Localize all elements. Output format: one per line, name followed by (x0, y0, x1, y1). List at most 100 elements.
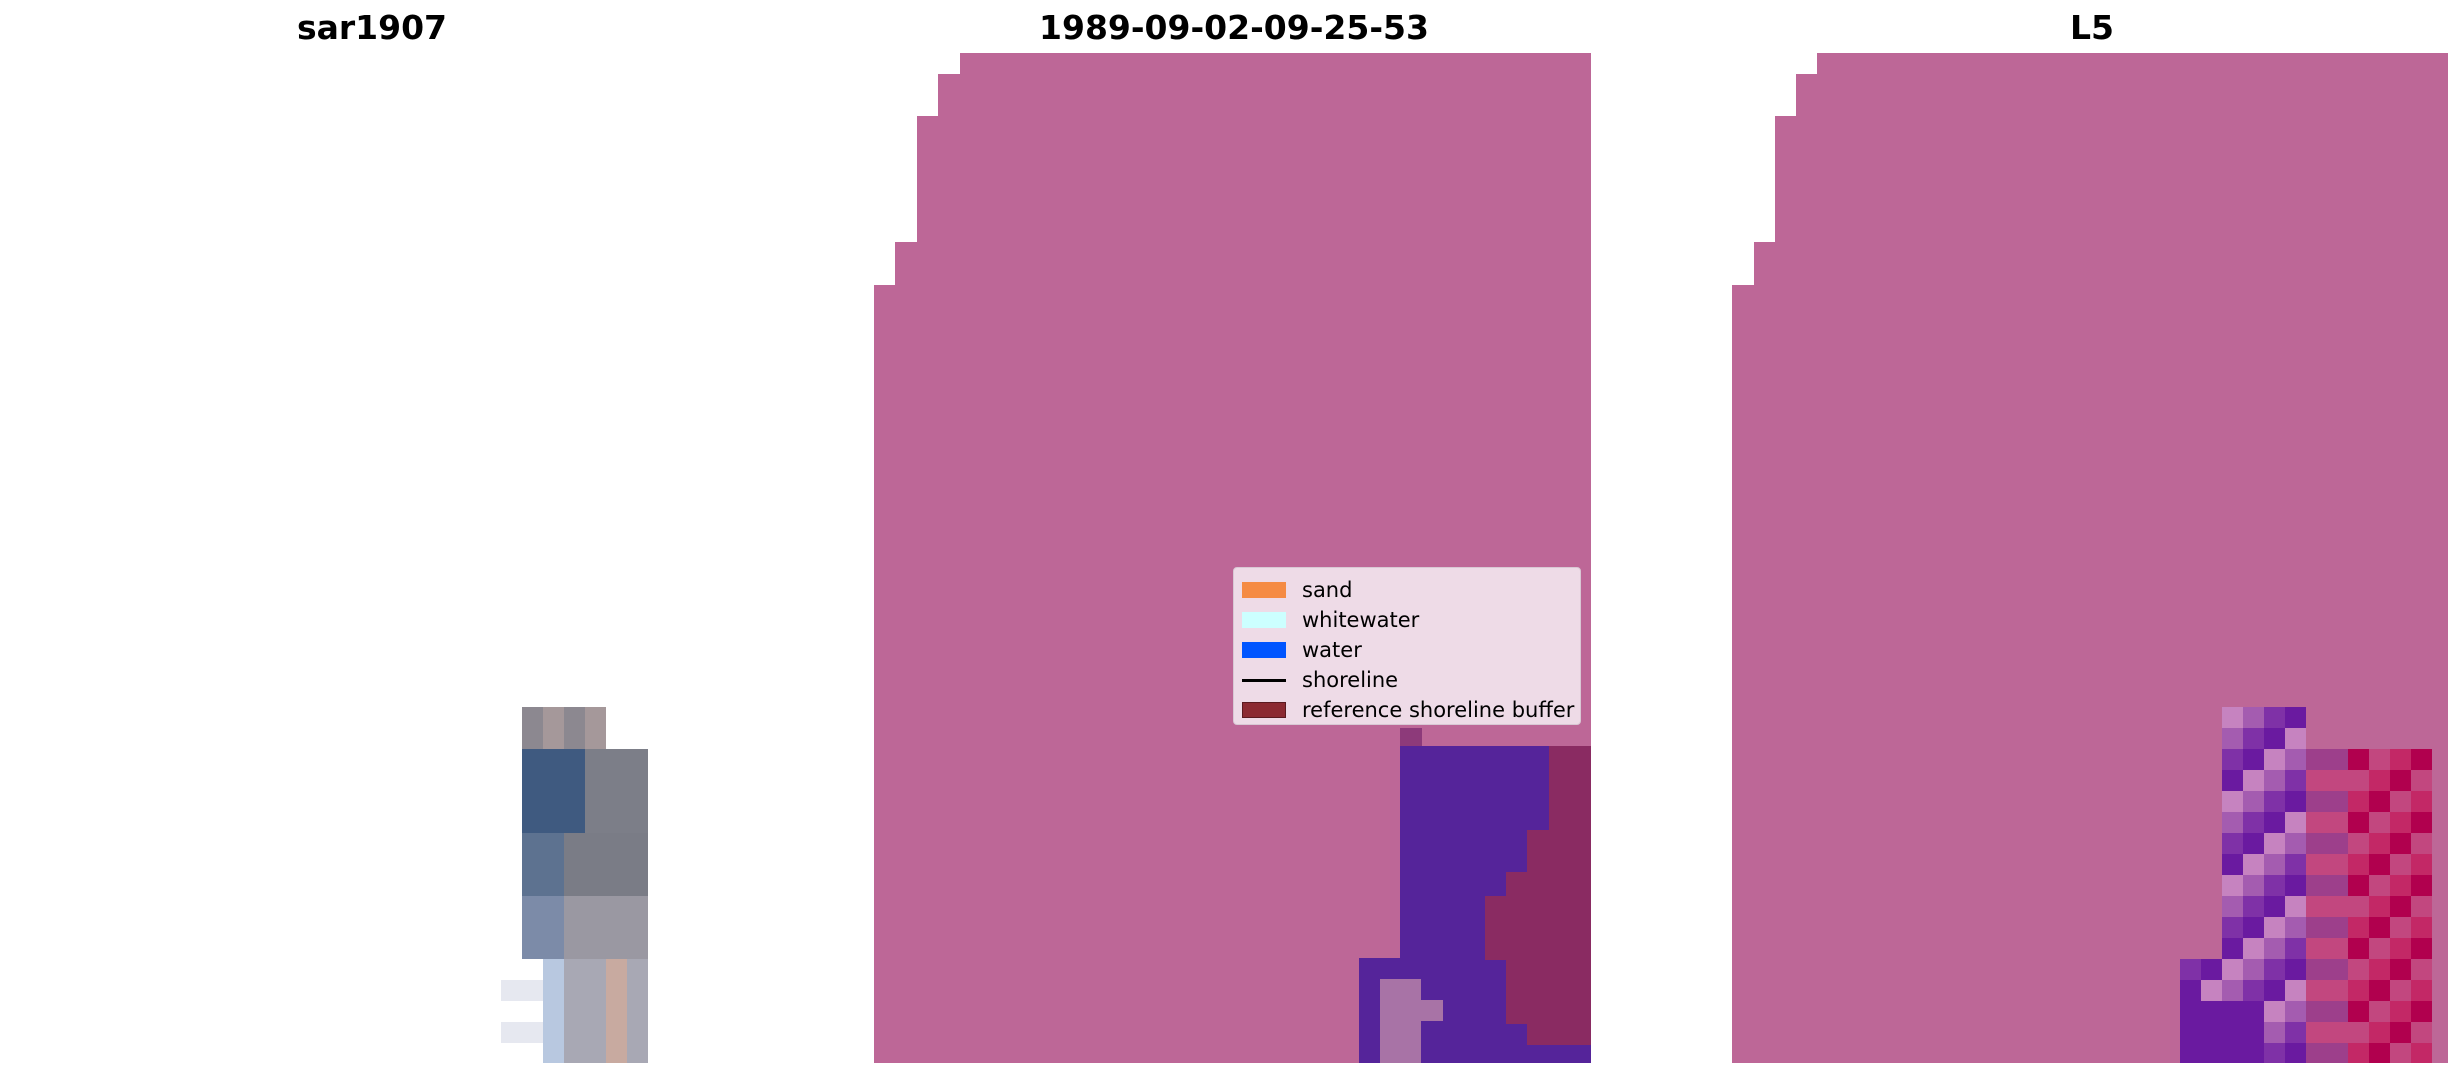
probability-pixel (2390, 749, 2411, 770)
legend-item-shoreline: shoreline (1242, 668, 1398, 692)
probability-pixel (2285, 728, 2306, 749)
rgb-image-pixel (564, 749, 585, 770)
rgb-image-pixel (522, 1001, 543, 1022)
rgb-image-pixel (564, 833, 585, 854)
rgb-image-pixel (522, 770, 543, 791)
probability-pixel (2411, 749, 2432, 770)
probability-pixel (2306, 1043, 2327, 1063)
probability-pixel (2201, 1022, 2222, 1043)
probability-pixel (2243, 812, 2264, 833)
probability-pixel (2369, 896, 2390, 917)
probability-pixel (2264, 707, 2285, 728)
rgb-image-pixel (543, 980, 564, 1001)
probability-pixel (2348, 770, 2369, 791)
legend-label: reference shoreline buffer (1302, 698, 1575, 722)
probability-pixel (2369, 1022, 2390, 1043)
probability-pixel (2222, 854, 2243, 875)
probability-pixel (2285, 917, 2306, 938)
probability-pixel (2390, 1043, 2411, 1063)
probability-pixel (2222, 875, 2243, 896)
probability-pixel (2390, 959, 2411, 980)
probability-pixel (2222, 1022, 2243, 1043)
rgb-image-pixel (585, 833, 606, 854)
rgb-image-pixel (522, 749, 543, 770)
probability-pixel (2285, 854, 2306, 875)
probability-pixel (2180, 1043, 2201, 1063)
probability-pixel (2390, 875, 2411, 896)
legend: sand whitewater water shoreline referenc… (1233, 567, 1581, 725)
probability-pixel (2348, 1043, 2369, 1063)
probability-pixel (2264, 959, 2285, 980)
probability-pixel (2306, 917, 2327, 938)
probability-pixel (2306, 791, 2327, 812)
probability-pixel (2327, 854, 2348, 875)
rgb-image-pixel (522, 1022, 543, 1043)
probability-pixel (2243, 1001, 2264, 1022)
rgb-image-pixel (522, 854, 543, 875)
probability-pixel (2222, 749, 2243, 770)
rgb-image-pixel (543, 833, 564, 854)
probability-pixel (2369, 917, 2390, 938)
probability-pixel (2348, 854, 2369, 875)
rgb-image-pixel (543, 938, 564, 959)
sand-patch (1380, 979, 1421, 1063)
probability-pixel (2243, 728, 2264, 749)
rgb-image-pixel (606, 1022, 627, 1043)
probability-pixel (2222, 791, 2243, 812)
probability-pixel (2369, 1043, 2390, 1063)
rgb-image-pixel (564, 938, 585, 959)
rgb-image-pixel (522, 833, 543, 854)
rgb-image-pixel (606, 959, 627, 980)
rgb-image-pixel (522, 938, 543, 959)
probability-pixel (2327, 875, 2348, 896)
probability-pixel (2201, 980, 2222, 1001)
probability-pixel (2243, 1022, 2264, 1043)
probability-pixel (2411, 854, 2432, 875)
probability-pixel (2369, 770, 2390, 791)
rgb-image-pixel (522, 959, 543, 980)
rgb-image-pixel (585, 728, 606, 749)
probability-pixel (2327, 959, 2348, 980)
probability-pixel (2411, 770, 2432, 791)
probability-pixel (2222, 980, 2243, 1001)
rgb-image-pixel (627, 1022, 648, 1043)
rgb-image-pixel (564, 1001, 585, 1022)
probability-pixel (2243, 707, 2264, 728)
rgb-image-pixel (564, 917, 585, 938)
rgb-image-pixel (564, 1022, 585, 1043)
probability-pixel (2390, 791, 2411, 812)
probability-pixel (2264, 749, 2285, 770)
rgb-image-pixel (564, 707, 585, 728)
probability-pixel (2285, 875, 2306, 896)
rgb-image-pixel (564, 728, 585, 749)
probability-pixel (2306, 812, 2327, 833)
probability-pixel (2369, 812, 2390, 833)
rgb-image-pixel (606, 833, 627, 854)
probability-pixel (2390, 812, 2411, 833)
rgb-image-pixel (564, 854, 585, 875)
probability-pixel (2306, 980, 2327, 1001)
probability-pixel (2327, 1022, 2348, 1043)
probability-pixel (2369, 749, 2390, 770)
rgb-image-pixel (501, 980, 522, 1001)
probability-pixel (2243, 938, 2264, 959)
probability-pixel (2390, 1022, 2411, 1043)
probability-pixel (2369, 959, 2390, 980)
probability-pixel (2411, 791, 2432, 812)
probability-pixel (2327, 917, 2348, 938)
probability-pixel (2369, 791, 2390, 812)
rgb-image-pixel (585, 791, 606, 812)
probability-pixel (2327, 896, 2348, 917)
rgb-image-pixel (606, 854, 627, 875)
rgb-image-pixel (543, 1022, 564, 1043)
rgb-image-pixel (627, 791, 648, 812)
probability-pixel (2222, 959, 2243, 980)
rgb-image-pixel (543, 854, 564, 875)
probability-pixel (2285, 1001, 2306, 1022)
rgb-image-pixel (543, 749, 564, 770)
legend-item-whitewater: whitewater (1242, 608, 1419, 632)
probability-pixel (2327, 749, 2348, 770)
probability-pixel (2243, 1043, 2264, 1063)
